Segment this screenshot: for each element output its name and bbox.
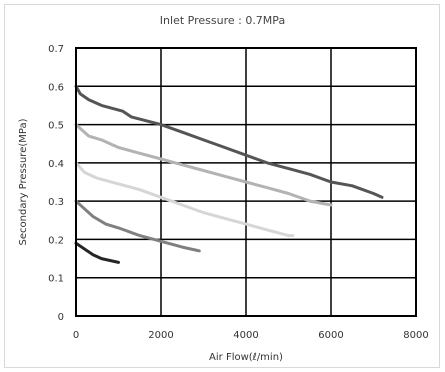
series-line-4 (74, 199, 201, 253)
y-axis-label: Secondary Pressure(MPa) (18, 118, 29, 245)
y-tick-label: 0 (58, 312, 64, 323)
series-line-5 (74, 241, 120, 264)
y-tick-label: 0.4 (48, 159, 64, 170)
x-tick-label: 8000 (403, 330, 428, 341)
x-tick-label: 0 (73, 330, 79, 341)
x-axis-label: Air Flow(ℓ/min) (209, 352, 283, 363)
y-tick-label: 0.1 (48, 274, 64, 285)
y-tick-label: 0.7 (48, 44, 64, 55)
series-line-1 (74, 84, 384, 199)
y-tick-label: 0.6 (48, 82, 64, 93)
y-tick-labels: 0 0.1 0.2 0.3 0.4 0.5 0.6 0.7 (48, 44, 64, 323)
y-tick-label: 0.3 (48, 197, 64, 208)
series-line-2 (74, 123, 333, 207)
plot-border (75, 47, 417, 317)
y-tick-label: 0.5 (48, 121, 64, 132)
y-tick-label: 0.2 (48, 235, 64, 246)
series-line-3 (74, 161, 295, 238)
x-tick-label: 4000 (233, 330, 258, 341)
x-tick-labels: 0 2000 4000 6000 8000 (73, 330, 429, 341)
x-tick-label: 6000 (318, 330, 343, 341)
x-tick-label: 2000 (148, 330, 173, 341)
chart-title: Inlet Pressure : 0.7MPa (159, 14, 286, 27)
series-group (74, 84, 384, 264)
